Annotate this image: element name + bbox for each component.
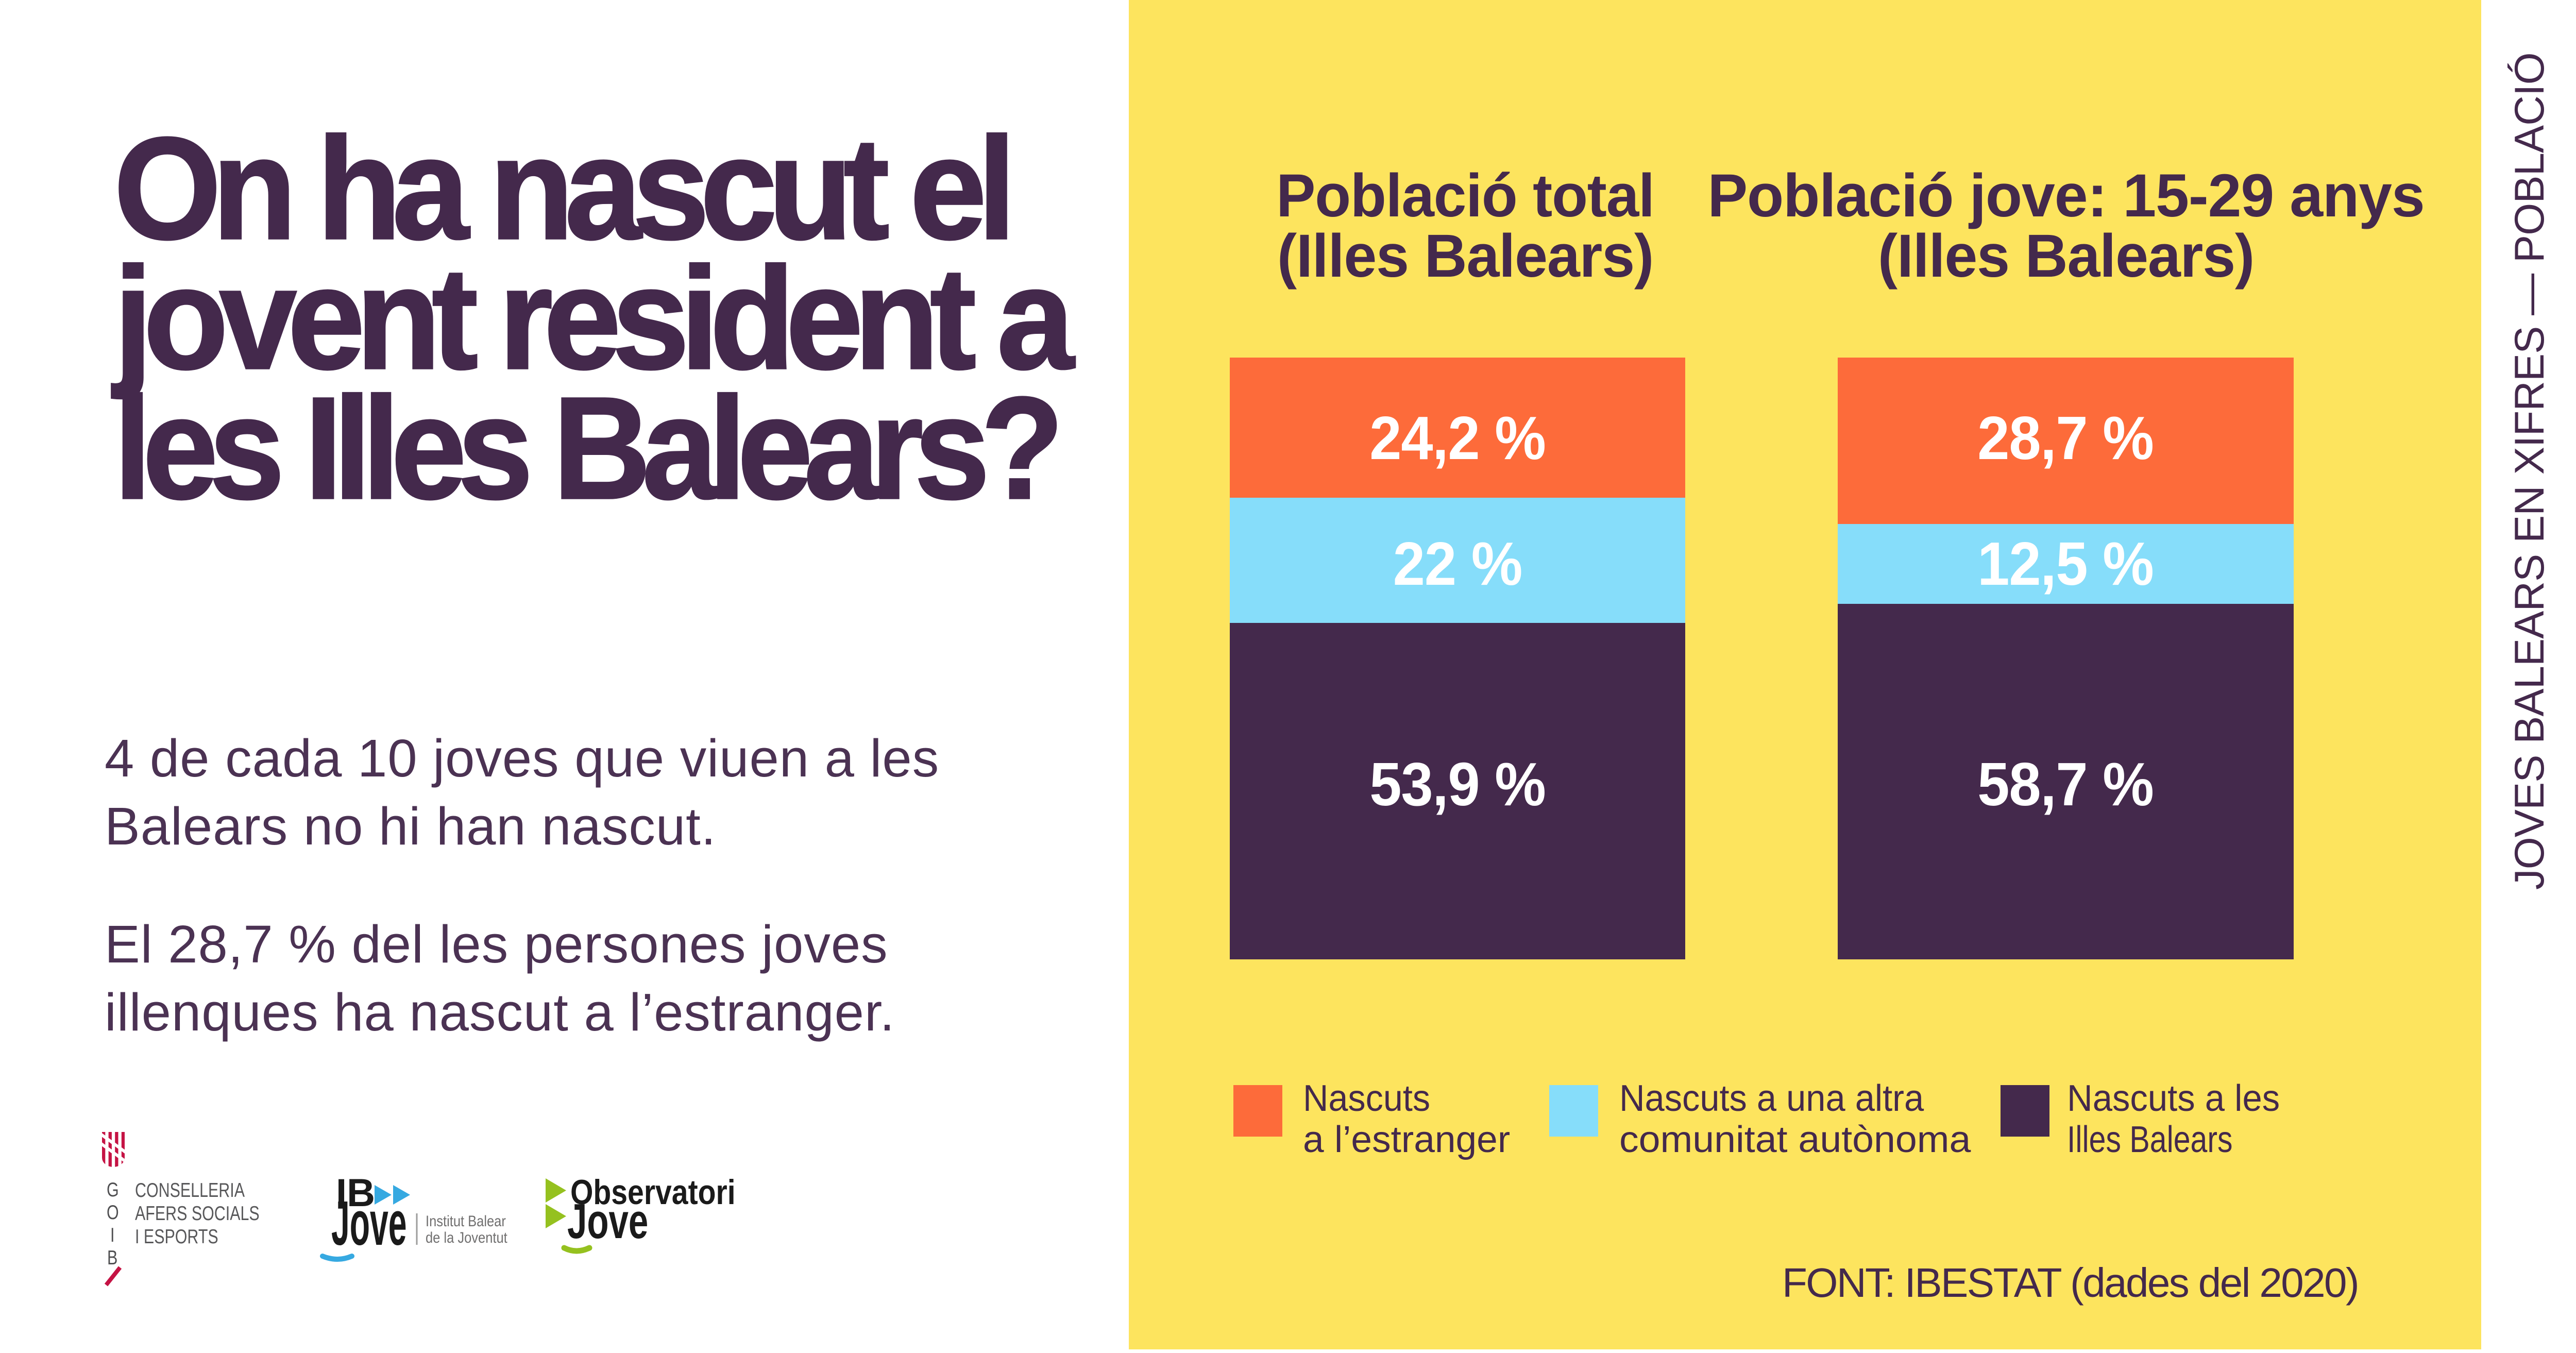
svg-text:O: O [107, 1201, 119, 1223]
svg-text:IB: IB [336, 1171, 375, 1215]
svg-text:B: B [107, 1246, 117, 1269]
svg-text:Institut Balear: Institut Balear [426, 1212, 506, 1229]
svg-text:AFERS SOCIALS: AFERS SOCIALS [135, 1202, 260, 1224]
svg-text:G: G [107, 1178, 119, 1200]
svg-text:I: I [110, 1224, 114, 1246]
svg-text:Jove: Jove [567, 1193, 648, 1249]
svg-text:Observatori: Observatori [570, 1173, 736, 1212]
svg-text:CONSELLERIA: CONSELLERIA [135, 1179, 245, 1201]
svg-text:Jove: Jove [331, 1188, 407, 1258]
svg-text:de la Joventut: de la Joventut [426, 1229, 507, 1246]
svg-text:I ESPORTS: I ESPORTS [135, 1225, 218, 1247]
